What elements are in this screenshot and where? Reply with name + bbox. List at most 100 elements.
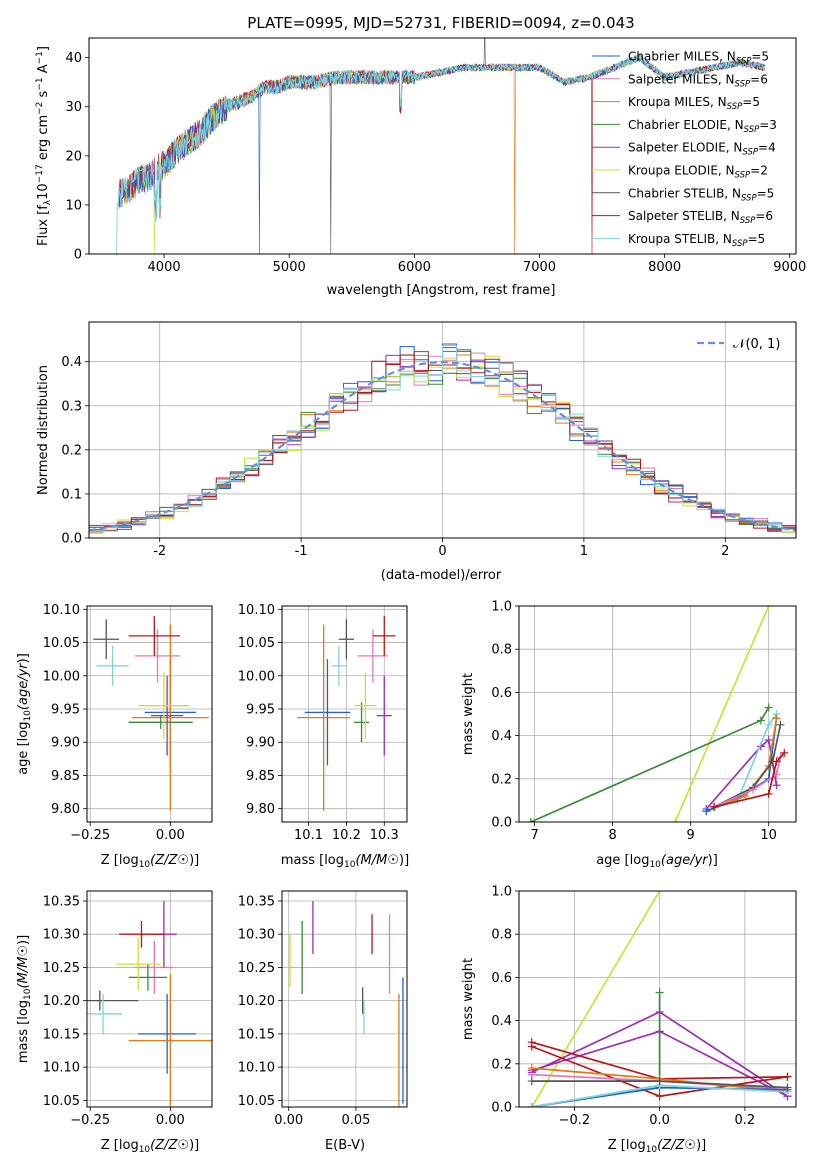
y-tick-label: 9.85 (246, 769, 275, 784)
legend-text: Salpeter MILES, N (628, 72, 735, 86)
x-axis-label: Z [log10(Z/Z☉)] (608, 1138, 706, 1155)
weight-marker (756, 716, 765, 725)
label-sub: 10 (23, 710, 33, 722)
label-sub: 10 (344, 860, 356, 870)
label-part: −17 (35, 164, 45, 183)
label-sub: 10 (646, 1145, 658, 1155)
x-tick-label: 10.2 (332, 828, 361, 843)
y-tick-label: 20 (65, 149, 82, 164)
legend-entry: Kroupa STELIB, NSSP=5 (628, 232, 765, 249)
label-part: λ (43, 199, 53, 205)
weight-marker (655, 1027, 664, 1036)
weight-marker (527, 1103, 536, 1107)
weight-marker (764, 606, 773, 610)
label-part: age [log (596, 853, 649, 868)
x-axis-label: wavelength [Angstrom, rest frame] (327, 283, 556, 298)
x-tick-label: -2 (153, 544, 166, 559)
y-tick-label: 9.85 (51, 769, 80, 784)
y-tick-label: 10.35 (43, 894, 80, 909)
x-tick-label: 0.0 (649, 1113, 670, 1128)
weight-marker (527, 1038, 536, 1047)
y-tick-label: 0.0 (491, 1101, 512, 1116)
plot-title: PLATE=0995, MJD=52731, FIBERID=0094, z=0… (247, 14, 634, 32)
x-tick-label: 0.00 (156, 1113, 185, 1128)
y-tick-label: 1.0 (491, 600, 512, 615)
x-tick-label: 0 (438, 544, 446, 559)
y-tick-label: 10.10 (43, 603, 80, 618)
y-axis-label: mass weight (461, 673, 476, 755)
label-part: Z [log (101, 853, 139, 868)
y-tick-label: 10.15 (238, 1027, 275, 1042)
y-tick-label: 10.10 (43, 1061, 80, 1076)
y-tick-label: 1.0 (491, 885, 512, 900)
legend-text: =5 (757, 186, 775, 200)
legend-text: Salpeter ELODIE, N (628, 141, 742, 155)
y-tick-label: 10.05 (238, 1094, 275, 1109)
x-tick-label: 8000 (648, 260, 681, 275)
legend-sub: SSP (742, 148, 758, 158)
chart-spectrum: 4000 5000 6000 7000 8000 9000 0 10 20 30 40 wavelen… (35, 37, 806, 298)
y-tick-label: 0.0 (61, 532, 82, 547)
legend-text: Kroupa STELIB, N (628, 232, 732, 246)
x-tick-label: 10.3 (370, 828, 399, 843)
label-part: (Z/Z (150, 853, 178, 868)
weight-marker (655, 988, 664, 997)
x-tick-label: 0.00 (156, 828, 185, 843)
legend-entry: Chabrier MILES, NSSP=5 (628, 50, 769, 67)
y-tick-label: 10.35 (238, 894, 275, 909)
axes-frame (518, 605, 797, 823)
y-axis-label: mass weight (461, 958, 476, 1040)
label-part: A (36, 64, 51, 77)
y-tick-label: 10.05 (43, 636, 80, 651)
y-tick-label: 10.10 (238, 1061, 275, 1076)
legend-text: =5 (751, 50, 769, 64)
legend-text: =6 (755, 209, 773, 223)
weight-marker (780, 748, 789, 757)
label-part: ☉)] (684, 1138, 706, 1153)
x-axis-label: (data-model)/error (381, 568, 502, 583)
weight-marker (776, 720, 785, 729)
x-tick-label: 10.1 (294, 828, 323, 843)
y-tick-label: 0.6 (491, 971, 512, 986)
weight-marker (655, 1092, 664, 1101)
normal-curve (88, 360, 797, 532)
y-tick-label: 10.10 (238, 603, 275, 618)
legend-text: Chabrier STELIB, N (628, 186, 741, 200)
x-tick-label: 5000 (273, 260, 306, 275)
legend-text: Kroupa ELODIE, N (628, 164, 735, 178)
label-part: (age/yr (661, 853, 709, 868)
y-tick-label: 30 (65, 100, 82, 115)
y-axis-label: Normed distribution (36, 365, 51, 495)
weight-line-salpeter_miles (713, 757, 782, 808)
y-tick-label: 9.80 (51, 802, 80, 817)
x-tick-label: 0.00 (274, 1113, 303, 1128)
y-axis-label: Flux [fλ10−17 erg cm−2 s−1 A−1] (35, 46, 53, 246)
label-part: −1 (35, 51, 45, 64)
x-tick-label: 10 (760, 828, 777, 843)
y-tick-label: 0.1 (61, 487, 82, 502)
weight-marker (764, 735, 773, 744)
y-tick-label: 10.05 (43, 1094, 80, 1109)
legend-text: =5 (742, 95, 760, 109)
x-tick-label: 2 (721, 544, 729, 559)
weight-line-salpeter_stelib (713, 752, 785, 808)
legend-text: Salpeter STELIB, N (628, 209, 740, 223)
legend-sub: SSP (740, 216, 756, 226)
axes-frame (86, 605, 213, 823)
legend-entry: Salpeter ELODIE, NSSP=4 (628, 141, 776, 158)
y-tick-label: 0.0 (491, 816, 512, 831)
label-part: (age/yr (16, 662, 31, 710)
y-tick-label: 10.00 (238, 669, 275, 684)
chart-mass_vs_ebv: 0.00 0.05 10.05 10.10 10.15 10.20 10.25 10.30 10… (238, 890, 408, 1153)
axes-frame (88, 321, 797, 539)
label-part: )] (16, 653, 31, 663)
label-part: (M/M (16, 957, 31, 989)
y-tick-label: 10 (65, 198, 82, 213)
legend-text: =5 (748, 232, 766, 246)
legend-text: =6 (750, 72, 768, 86)
label-part: ☉)] (16, 935, 31, 957)
label-part: ☉)] (387, 853, 409, 868)
x-axis-label: mass [log10(M/M☉)] (281, 853, 409, 870)
label-part: mass [log (281, 853, 344, 868)
